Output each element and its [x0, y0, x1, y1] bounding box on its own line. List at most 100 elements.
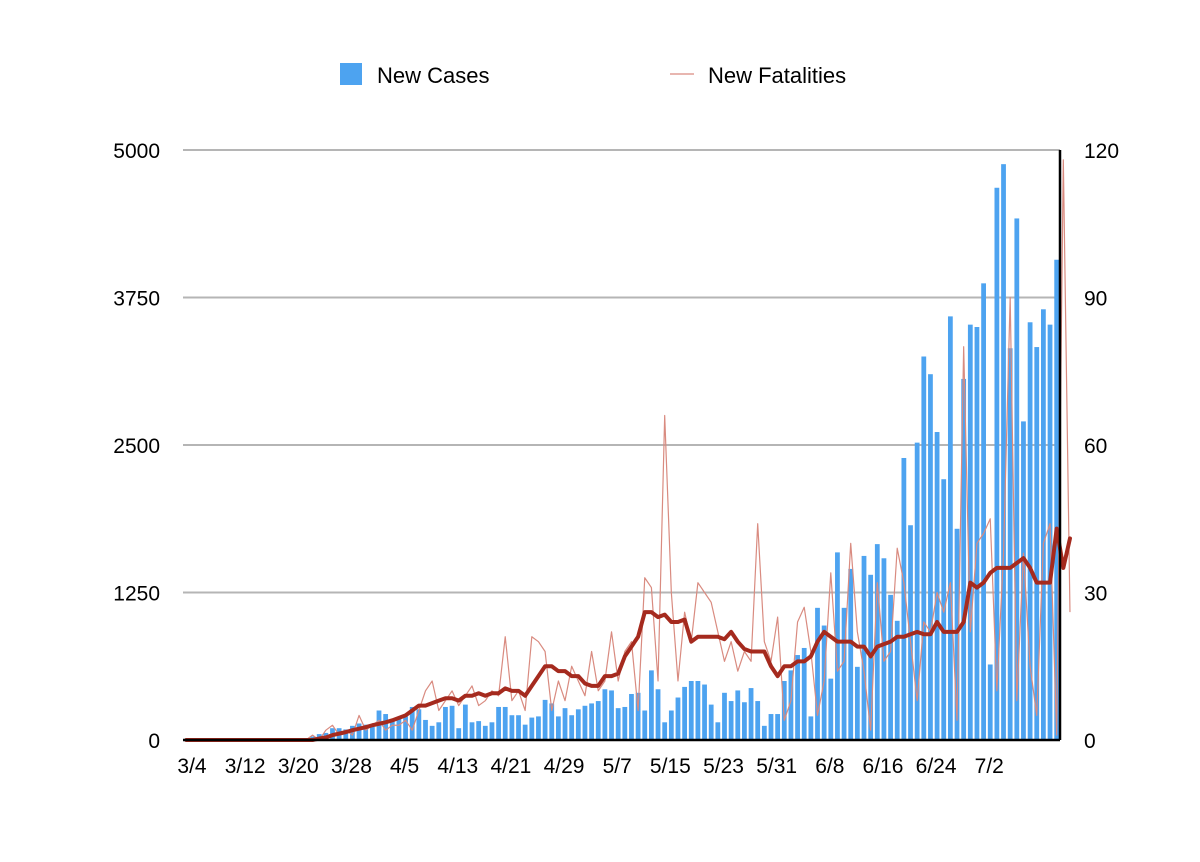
- new-cases-bar: [429, 725, 435, 740]
- new-cases-bar: [502, 706, 508, 740]
- new-cases-bar: [755, 701, 761, 740]
- new-cases-bar: [715, 722, 721, 740]
- new-cases-bar: [828, 678, 834, 740]
- new-cases-bar: [881, 558, 887, 740]
- y2-tick-label: 0: [1084, 730, 1096, 753]
- fatalities-average-line: [184, 526, 1072, 742]
- new-cases-bar: [854, 666, 860, 740]
- new-cases-bar: [961, 378, 967, 740]
- y2-tick-label: 120: [1084, 140, 1119, 163]
- new-cases-bar: [1001, 164, 1006, 740]
- new-cases-bar: [615, 708, 621, 740]
- new-cases-bar: [901, 457, 907, 740]
- new-cases-bar: [595, 701, 601, 740]
- new-cases-bar: [682, 686, 688, 740]
- x-tick-label: 7/2: [975, 755, 1004, 778]
- new-cases-bar: [815, 607, 820, 740]
- new-cases-bar: [781, 681, 787, 740]
- new-cases-bar: [383, 714, 389, 740]
- new-cases-bar: [356, 723, 362, 740]
- new-cases-bar: [967, 324, 973, 740]
- y2-tick-label: 90: [1084, 288, 1107, 311]
- new-cases-bar: [662, 722, 668, 740]
- new-cases-bar: [1054, 259, 1060, 740]
- new-cases-bar: [1014, 218, 1020, 740]
- new-cases-bar: [350, 725, 355, 740]
- gridlines: [183, 149, 1060, 594]
- new-cases-bar: [761, 725, 767, 740]
- new-cases-bar: [921, 356, 927, 740]
- x-tick-label: 3/20: [278, 755, 319, 778]
- new-cases-bar: [423, 719, 428, 740]
- new-cases-bar: [835, 552, 840, 740]
- new-cases-bar: [914, 442, 920, 740]
- new-cases-bar: [994, 187, 1000, 740]
- new-cases-bar: [589, 703, 594, 740]
- new-cases-bar: [642, 710, 648, 740]
- new-cases-bar: [363, 724, 369, 740]
- tick-labels: 0 1250 2500 3750 5000 0 30 60 90 120 3/4 3/12 3/20 3/…: [113, 140, 1119, 778]
- x-tick-label: 6/8: [815, 755, 844, 778]
- new-cases-bar: [555, 716, 561, 740]
- legend: New Cases New Fatalities: [340, 63, 846, 88]
- x-tick-label: 3/28: [331, 755, 372, 778]
- new-cases-bar: [396, 718, 402, 740]
- new-cases-bar: [496, 706, 501, 740]
- new-cases-bar: [343, 729, 349, 740]
- new-cases-bar: [449, 705, 455, 740]
- new-cases-bar: [409, 706, 415, 740]
- new-cases-bar: [728, 701, 734, 740]
- new-cases-bar: [987, 664, 993, 740]
- new-cases-bar: [622, 706, 628, 740]
- x-tick-label: 3/4: [177, 755, 207, 778]
- new-cases-bar: [609, 690, 614, 740]
- new-cases-bar: [489, 722, 495, 740]
- new-cases-bar: [788, 670, 794, 740]
- new-cases-bar: [688, 681, 694, 740]
- new-cases-bar: [775, 714, 781, 740]
- y-tick-label: 5000: [113, 140, 160, 163]
- new-cases-bar: [702, 684, 707, 740]
- new-cases-bar: [795, 655, 800, 740]
- new-cases-bar: [1034, 347, 1040, 740]
- y-tick-label: 0: [148, 730, 160, 753]
- new-cases-bar: [516, 715, 521, 740]
- new-cases-bar: [947, 316, 953, 740]
- new-cases-bar: [549, 703, 555, 740]
- y-tick-label: 2500: [113, 435, 160, 458]
- x-tick-label: 5/23: [703, 755, 744, 778]
- new-cases-bar: [509, 715, 515, 740]
- new-cases-bar: [675, 697, 681, 740]
- new-cases-bar: [1007, 348, 1013, 740]
- new-cases-bar: [389, 719, 395, 740]
- x-tick-label: 4/5: [390, 755, 419, 778]
- new-cases-bar: [462, 704, 468, 740]
- x-tick-label: 5/15: [650, 755, 691, 778]
- fatality-lines: [184, 159, 1072, 742]
- axes: [183, 150, 1062, 742]
- y-tick-label: 1250: [113, 583, 160, 606]
- x-tick-label: 5/7: [603, 755, 632, 778]
- new-cases-bar: [888, 594, 893, 740]
- new-cases-bar: [974, 327, 980, 740]
- new-cases-bar: [369, 727, 375, 740]
- new-cases-bar: [1021, 421, 1026, 740]
- legend-new-cases-swatch: [340, 63, 362, 85]
- new-cases-bar: [575, 709, 581, 740]
- y2-tick-label: 30: [1084, 583, 1107, 606]
- new-cases-bar: [602, 689, 608, 740]
- new-cases-bar: [1027, 322, 1033, 740]
- new-cases-bar: [841, 607, 847, 740]
- x-tick-label: 6/24: [916, 755, 957, 778]
- new-cases-bar: [848, 568, 854, 740]
- new-cases-bar: [562, 708, 568, 740]
- x-tick-label: 6/16: [863, 755, 904, 778]
- new-cases-bar: [928, 374, 933, 740]
- new-cases-bar: [635, 692, 641, 740]
- x-tick-label: 3/12: [225, 755, 266, 778]
- new-cases-bar: [649, 670, 654, 740]
- new-cases-bar: [542, 699, 548, 740]
- new-cases-bar: [934, 432, 940, 740]
